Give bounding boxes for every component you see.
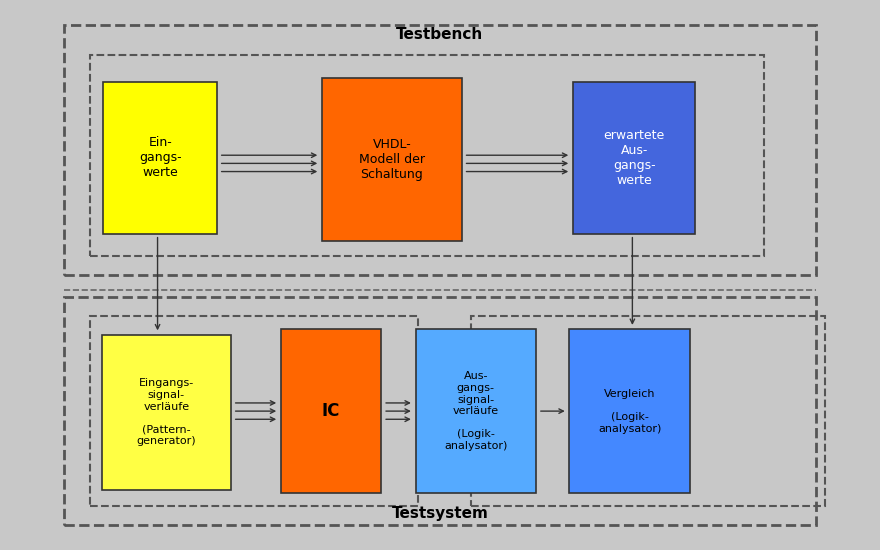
Text: Ein-
gangs-
werte: Ein- gangs- werte bbox=[139, 136, 181, 179]
Bar bbox=[573, 82, 695, 234]
Text: erwartete
Aus-
gangs-
werte: erwartete Aus- gangs- werte bbox=[604, 129, 664, 187]
Text: IC: IC bbox=[322, 402, 341, 420]
Text: Vergleich

(Logik-
analysator): Vergleich (Logik- analysator) bbox=[598, 389, 662, 433]
Bar bbox=[91, 54, 764, 256]
Bar bbox=[569, 329, 690, 493]
Bar bbox=[281, 329, 381, 493]
Text: Testsystem: Testsystem bbox=[392, 506, 488, 521]
Bar bbox=[91, 316, 418, 507]
Text: Eingangs-
signal-
verläufe

(Pattern-
generator): Eingangs- signal- verläufe (Pattern- gen… bbox=[136, 378, 196, 447]
Text: Aus-
gangs-
signal-
verläufe

(Logik-
analysator): Aus- gangs- signal- verläufe (Logik- ana… bbox=[444, 371, 508, 451]
Text: VHDL-
Modell der
Schaltung: VHDL- Modell der Schaltung bbox=[359, 138, 425, 181]
Bar bbox=[101, 335, 231, 490]
Bar bbox=[103, 82, 217, 234]
Bar bbox=[64, 297, 816, 525]
Bar bbox=[322, 78, 462, 241]
Bar bbox=[64, 25, 816, 275]
Bar bbox=[471, 316, 825, 507]
Text: Testbench: Testbench bbox=[396, 28, 484, 42]
Bar bbox=[415, 329, 536, 493]
